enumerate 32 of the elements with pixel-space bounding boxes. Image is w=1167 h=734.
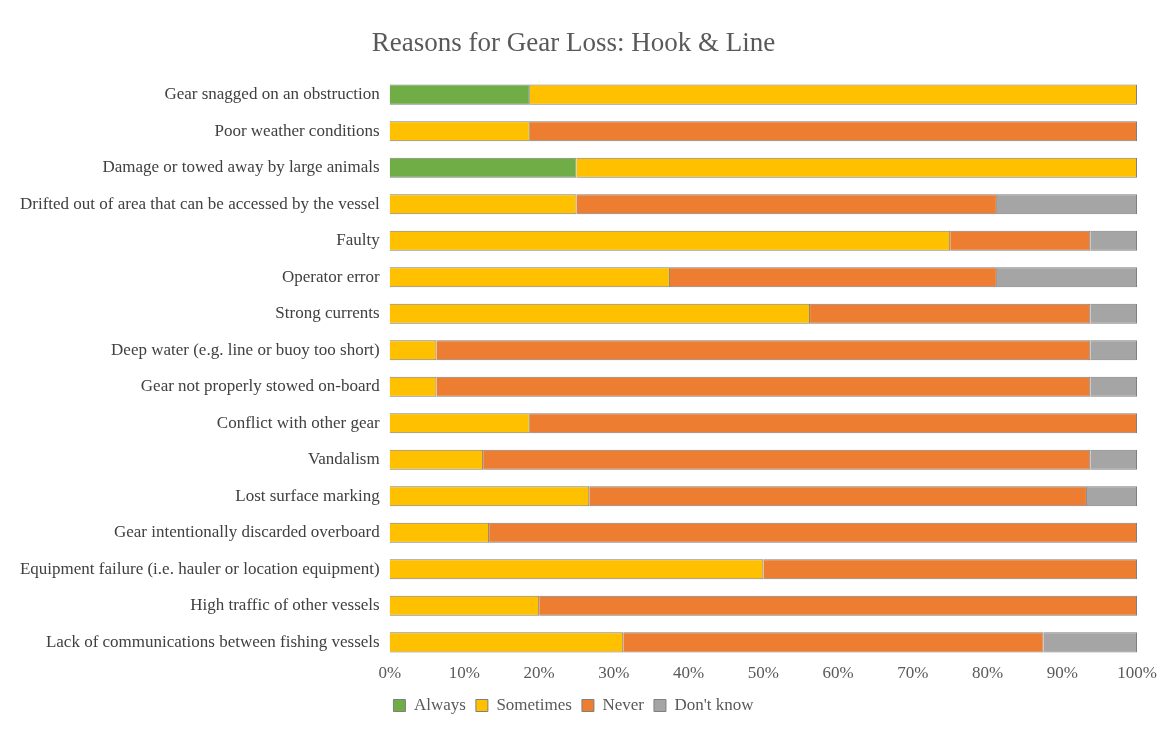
chart-title: Reasons for Gear Loss: Hook & Line bbox=[371, 27, 776, 58]
x-tick-label: 100% bbox=[1117, 663, 1157, 683]
y-tick-label: Gear snagged on an obstruction bbox=[164, 84, 381, 104]
y-tick-label: Deep water (e.g. line or buoy too short) bbox=[111, 339, 380, 359]
y-tick-label: High traffic of other vessels bbox=[190, 595, 380, 615]
y-tick-label: Vandalism bbox=[307, 449, 380, 469]
y-tick-label: Drifted out of area that can be accessed by the vessel bbox=[20, 193, 380, 213]
x-tick-label: 50% bbox=[747, 663, 779, 683]
y-tick-label: Lack of communications between fishing vessels bbox=[45, 631, 380, 651]
x-tick-label: 80% bbox=[971, 663, 1004, 683]
y-tick-label: Equipment failure (i.e. hauler or location equipment) bbox=[19, 558, 380, 578]
y-tick-label: Poor weather conditions bbox=[214, 120, 380, 140]
x-tick-label: 90% bbox=[1046, 663, 1078, 683]
y-tick-label: Lost surface marking bbox=[235, 485, 381, 505]
legend-label: Always bbox=[413, 694, 466, 714]
y-tick-label: Faulty bbox=[336, 230, 381, 250]
x-tick-label: 40% bbox=[673, 663, 705, 683]
y-tick-label: Strong currents bbox=[275, 303, 380, 323]
legend-label: Never bbox=[602, 694, 645, 714]
y-tick-label: Damage or towed away by large animals bbox=[102, 157, 380, 177]
legend-label: Don't know bbox=[674, 694, 755, 714]
y-tick-label: Conflict with other gear bbox=[216, 412, 381, 432]
legend-label: Sometimes bbox=[496, 694, 572, 714]
x-tick-label: 70% bbox=[897, 663, 929, 683]
y-tick-label: Gear intentionally discarded overboard bbox=[113, 522, 381, 542]
x-tick-label: 30% bbox=[598, 663, 630, 683]
y-tick-label: Operator error bbox=[282, 266, 381, 286]
x-tick-label: 60% bbox=[822, 663, 854, 683]
y-tick-label: Gear not properly stowed on-board bbox=[140, 376, 381, 396]
x-tick-label: 10% bbox=[448, 663, 481, 683]
x-tick-label: 0% bbox=[378, 663, 402, 683]
x-tick-label: 20% bbox=[523, 663, 555, 683]
